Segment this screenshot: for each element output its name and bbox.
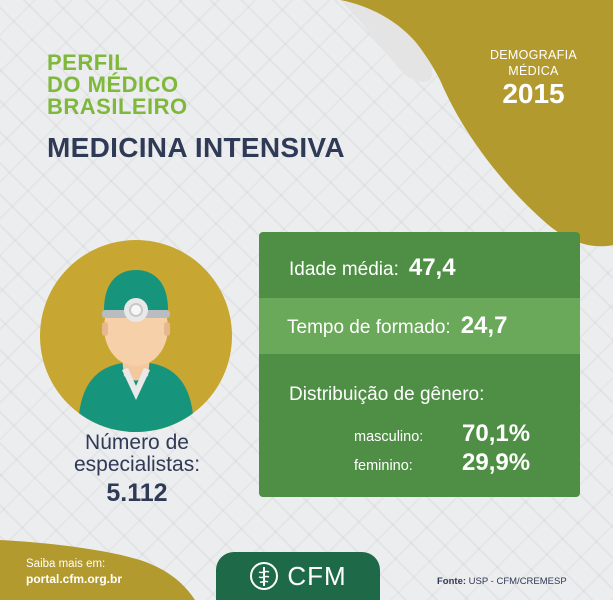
specialists-count: Número de especialistas: 5.112	[52, 432, 222, 508]
male-label: masculino:	[354, 429, 424, 445]
title-line-3: BRASILEIRO	[47, 94, 188, 119]
doctor-avatar-icon	[40, 240, 232, 432]
graduation-row: Tempo de formado: 24,7	[259, 298, 580, 354]
more-info-label: Saiba mais em:	[26, 558, 106, 570]
more-info: Saiba mais em: portal.cfm.org.br	[26, 557, 122, 587]
specialists-label-2: especialistas:	[73, 453, 201, 476]
specialists-value: 5.112	[106, 479, 168, 507]
graduation-label: Tempo de formado:	[287, 317, 451, 338]
badge-year: 2015	[502, 78, 565, 109]
cfm-logo: CFM	[216, 552, 380, 600]
badge-line-2: MÉDICA	[508, 64, 559, 78]
age-value: 47,4	[408, 254, 456, 281]
source-label: Fonte:	[437, 576, 467, 587]
graduation-value: 24,7	[460, 312, 508, 339]
title-line-2: DO MÉDICO	[47, 72, 179, 97]
male-stat: masculino: 70,1%	[354, 420, 530, 448]
title-block: PERFIL DO MÉDICO BRASILEIRO MEDICINA INT…	[47, 52, 345, 164]
age-row: Idade média: 47,4	[259, 232, 580, 298]
gender-title: Distribuição de gênero:	[289, 384, 485, 405]
cfm-logo-text: CFM	[287, 560, 347, 591]
caduceus-icon	[250, 562, 279, 590]
age-stat: Idade média: 47,4	[289, 254, 456, 282]
source-note: Fonte: USP - CFM/CREMESP	[437, 576, 567, 587]
specialty-title: MEDICINA INTENSIVA	[47, 132, 345, 163]
age-label: Idade média:	[289, 259, 399, 280]
badge-line-1: DEMOGRAFIA	[489, 48, 577, 62]
portal-link[interactable]: portal.cfm.org.br	[26, 572, 123, 586]
graduation-stat: Tempo de formado: 24,7	[287, 312, 507, 340]
source-value: USP - CFM/CREMESP	[468, 576, 567, 587]
title-line-1: PERFIL	[47, 50, 129, 75]
female-stat: feminino: 29,9%	[354, 449, 530, 477]
male-value: 70,1%	[462, 420, 531, 447]
stats-panel: Idade média: 47,4 Tempo de formado: 24,7 D…	[259, 232, 580, 497]
female-value: 29,9%	[462, 449, 531, 476]
demografia-badge: DEMOGRAFIA MÉDICA 2015	[490, 47, 577, 109]
female-label: feminino:	[354, 458, 413, 474]
specialists-label-1: Número de	[85, 431, 189, 454]
